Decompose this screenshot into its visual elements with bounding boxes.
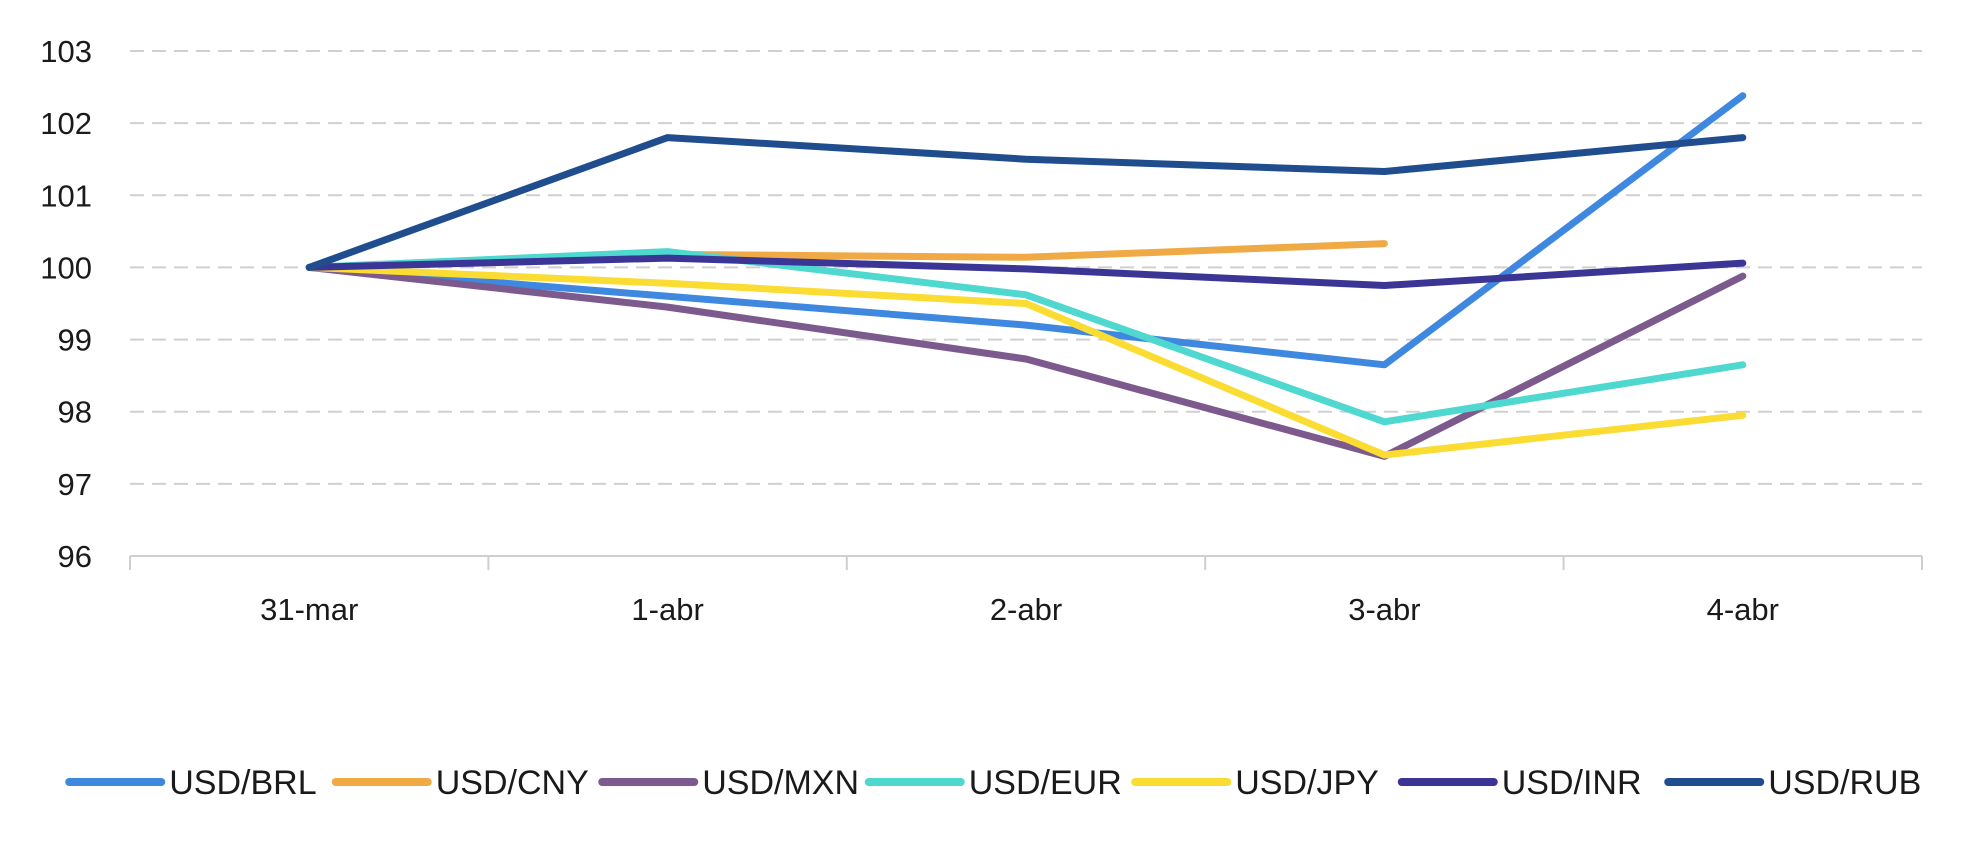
- y-tick-label-96: 96: [58, 539, 92, 574]
- legend: USD/BRL USD/CNY USD/MXN USD/EUR USD/JPY USD/I…: [65, 764, 1921, 802]
- legend-label-usd-mxn: USD/MXN: [702, 764, 859, 802]
- x-tick-label-3-abr: 3-abr: [1348, 592, 1420, 627]
- series-line-usd-eur: [305, 248, 1747, 426]
- series-lines: [305, 92, 1747, 460]
- x-tick-label-4-abr: 4-abr: [1707, 592, 1779, 627]
- x-axis-tick-labels: 31-mar 1-abr 2-abr 3-abr 4-abr: [260, 592, 1779, 627]
- legend-label-usd-cny: USD/CNY: [436, 764, 589, 802]
- x-tick-label-31-mar: 31-mar: [260, 592, 358, 627]
- y-tick-label-101: 101: [40, 178, 92, 213]
- y-axis-tick-labels: 96 97 98 99 100 101 102 103: [40, 34, 92, 574]
- x-tick-label-2-abr: 2-abr: [990, 592, 1062, 627]
- legend-label-usd-jpy: USD/JPY: [1235, 764, 1379, 802]
- series-line-usd-jpy: [305, 263, 1747, 459]
- series-line-usd-mxn: [305, 263, 1747, 460]
- legend-label-usd-rub: USD/RUB: [1768, 764, 1921, 802]
- x-tick-label-1-abr: 1-abr: [631, 592, 703, 627]
- y-tick-label-100: 100: [40, 250, 92, 285]
- series-line-usd-inr: [305, 254, 1747, 289]
- y-tick-label-103: 103: [40, 34, 92, 69]
- legend-label-usd-brl: USD/BRL: [169, 764, 316, 802]
- y-tick-label-102: 102: [40, 106, 92, 141]
- y-tick-label-99: 99: [58, 323, 92, 358]
- x-axis: [129, 555, 1923, 570]
- legend-label-usd-inr: USD/INR: [1502, 764, 1642, 802]
- legend-label-usd-eur: USD/EUR: [969, 764, 1122, 802]
- series-line-usd-brl: [305, 92, 1747, 369]
- y-tick-label-97: 97: [58, 467, 92, 502]
- y-tick-label-98: 98: [58, 395, 92, 430]
- series-line-usd-rub: [305, 134, 1747, 271]
